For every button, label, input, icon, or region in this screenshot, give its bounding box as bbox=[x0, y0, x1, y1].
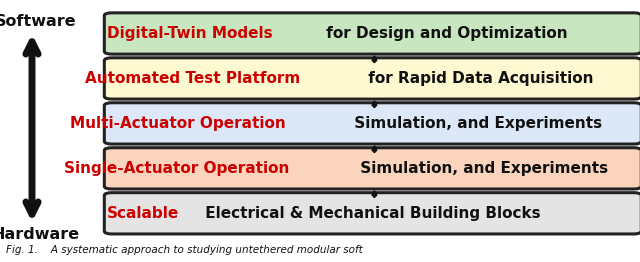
FancyBboxPatch shape bbox=[104, 193, 640, 234]
Text: Fig. 1.    A systematic approach to studying untethered modular soft: Fig. 1. A systematic approach to studyin… bbox=[6, 245, 363, 255]
Text: Simulation, and Experiments: Simulation, and Experiments bbox=[349, 116, 602, 131]
FancyBboxPatch shape bbox=[104, 103, 640, 144]
FancyBboxPatch shape bbox=[104, 13, 640, 54]
Text: Hardware: Hardware bbox=[0, 227, 79, 242]
Text: Digital-Twin Models: Digital-Twin Models bbox=[107, 26, 273, 41]
Text: for Rapid Data Acquisition: for Rapid Data Acquisition bbox=[363, 71, 593, 86]
Text: Multi-Actuator Operation: Multi-Actuator Operation bbox=[70, 116, 286, 131]
FancyBboxPatch shape bbox=[104, 58, 640, 99]
Text: Automated Test Platform: Automated Test Platform bbox=[85, 71, 300, 86]
FancyBboxPatch shape bbox=[104, 148, 640, 189]
Text: Simulation, and Experiments: Simulation, and Experiments bbox=[355, 161, 608, 176]
Text: Scalable: Scalable bbox=[106, 206, 179, 221]
Text: for Design and Optimization: for Design and Optimization bbox=[321, 26, 567, 41]
Text: Single-Actuator Operation: Single-Actuator Operation bbox=[64, 161, 289, 176]
Text: Software: Software bbox=[0, 14, 76, 29]
Text: Electrical & Mechanical Building Blocks: Electrical & Mechanical Building Blocks bbox=[200, 206, 540, 221]
